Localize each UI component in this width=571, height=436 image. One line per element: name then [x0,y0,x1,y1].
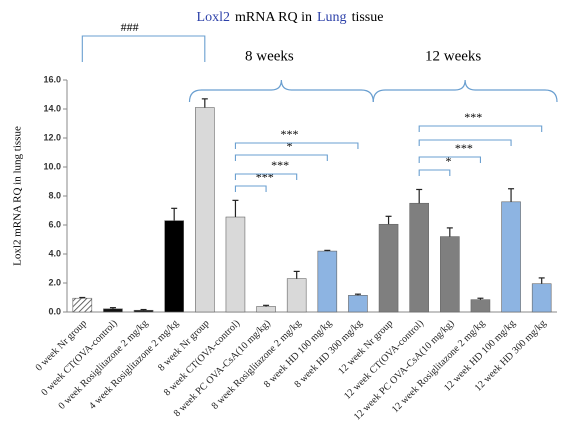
significance-label: * [446,154,452,168]
y-tick-label: 10.0 [43,161,61,171]
significance-bracket [234,185,267,192]
significance-bracket [418,156,481,163]
y-axis-label: Loxl2 mRNA RQ in lung tissue [12,126,24,266]
bar [501,201,521,313]
significance-label: *** [280,127,298,141]
bar [164,220,184,313]
bar [195,107,215,313]
bar [225,216,246,313]
chart-title: Loxl2 mRNA RQ in Lung tissue [197,10,384,25]
title-part: Lung [317,10,347,25]
significance-label: *** [455,141,473,155]
significance-label: *** [256,170,274,184]
y-tick-label: 12.0 [43,132,61,142]
significance-bracket [234,173,298,180]
significance-bracket [81,35,206,62]
significance-bracket [418,139,512,146]
significance-label: *** [464,110,482,124]
bar [256,306,276,313]
y-tick-label: 8.0 [48,190,61,200]
bar [531,283,552,313]
x-tick-label: 12 week Nr group [336,318,395,377]
bar [409,202,429,313]
bar [286,278,307,313]
bar [317,250,338,313]
bar [378,223,399,313]
significance-bracket [234,154,328,161]
y-tick-label: 14.0 [43,103,61,113]
title-part: tissue [352,10,384,25]
y-tick-label: 0.0 [48,306,61,316]
significance-label: ### [121,20,139,34]
bar [72,297,93,313]
significance-bracket [418,169,451,176]
significance-bracket [234,142,359,149]
bar [133,309,154,313]
group-brace [372,79,558,103]
significance-label: * [286,139,292,153]
title-part: Loxl2 [197,10,230,25]
y-tick-label: 6.0 [48,219,61,229]
x-tick-label: 0 week Nr group [34,318,89,373]
group-label: 12 weeks [425,48,481,64]
bar [348,295,368,313]
y-tick-label: 2.0 [48,277,61,287]
significance-label: *** [271,158,289,172]
title-part: mRNA RQ in [235,10,312,25]
group-label: 8 weeks [245,48,294,64]
bar [103,308,123,313]
bar [440,236,460,313]
significance-bracket [418,125,543,132]
group-brace [188,79,374,103]
y-tick-label: 4.0 [48,248,61,258]
y-tick-label: 16.0 [43,74,61,84]
bar [470,299,491,313]
